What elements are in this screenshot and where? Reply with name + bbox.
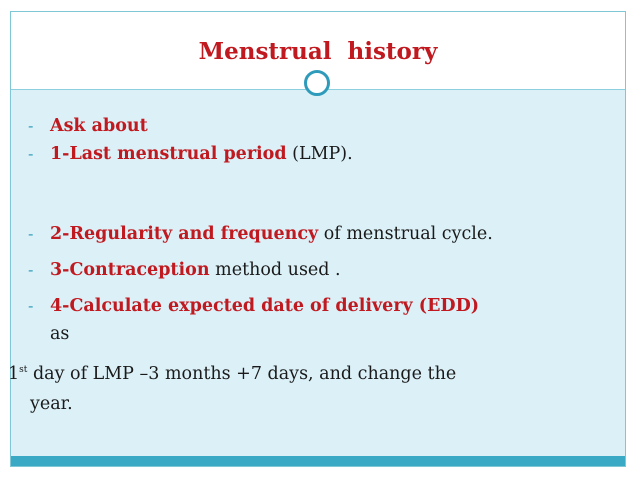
formula-line-2: year. <box>30 394 73 414</box>
formula-prefix: 1 <box>8 364 20 384</box>
bullet-dash-icon: - <box>28 297 34 315</box>
item-bold: 4-Calculate expected date of delivery (E… <box>50 296 480 316</box>
formula-text: day of LMP –3 months +7 days, and change… <box>27 364 457 384</box>
slide-title: Menstrual history <box>198 38 438 65</box>
list-item: - Ask about <box>28 113 148 139</box>
continuation-text: as <box>50 324 70 344</box>
formula-sup: st <box>19 365 28 375</box>
item-rest: (LMP). <box>286 144 353 164</box>
item-bold: 3-Contraception <box>50 260 210 280</box>
item-rest: method used . <box>209 260 341 280</box>
bullet-dash-icon: - <box>28 261 34 279</box>
formula-line: 1st day of LMP –3 months +7 days, and ch… <box>8 357 457 384</box>
bullet-dash-icon: - <box>28 225 34 243</box>
circle-ornament-icon <box>304 70 330 96</box>
item-rest: of menstrual cycle. <box>318 224 493 244</box>
bullet-dash-icon: - <box>28 117 34 135</box>
item-bold: Ask about <box>50 116 148 136</box>
list-item: -2-Regularity and frequency of menstrual… <box>28 221 493 247</box>
item-bold: 2-Regularity and frequency <box>50 224 319 244</box>
bottom-band <box>11 456 625 466</box>
bullet-dash-icon: - <box>28 145 34 163</box>
content-area <box>11 89 625 456</box>
item-bold: 1-Last menstrual period <box>50 144 287 164</box>
list-item: -3-Contraception method used . <box>28 257 341 283</box>
list-item: -4-Calculate expected date of delivery (… <box>28 293 479 319</box>
list-item: -1-Last menstrual period (LMP). <box>28 141 353 167</box>
